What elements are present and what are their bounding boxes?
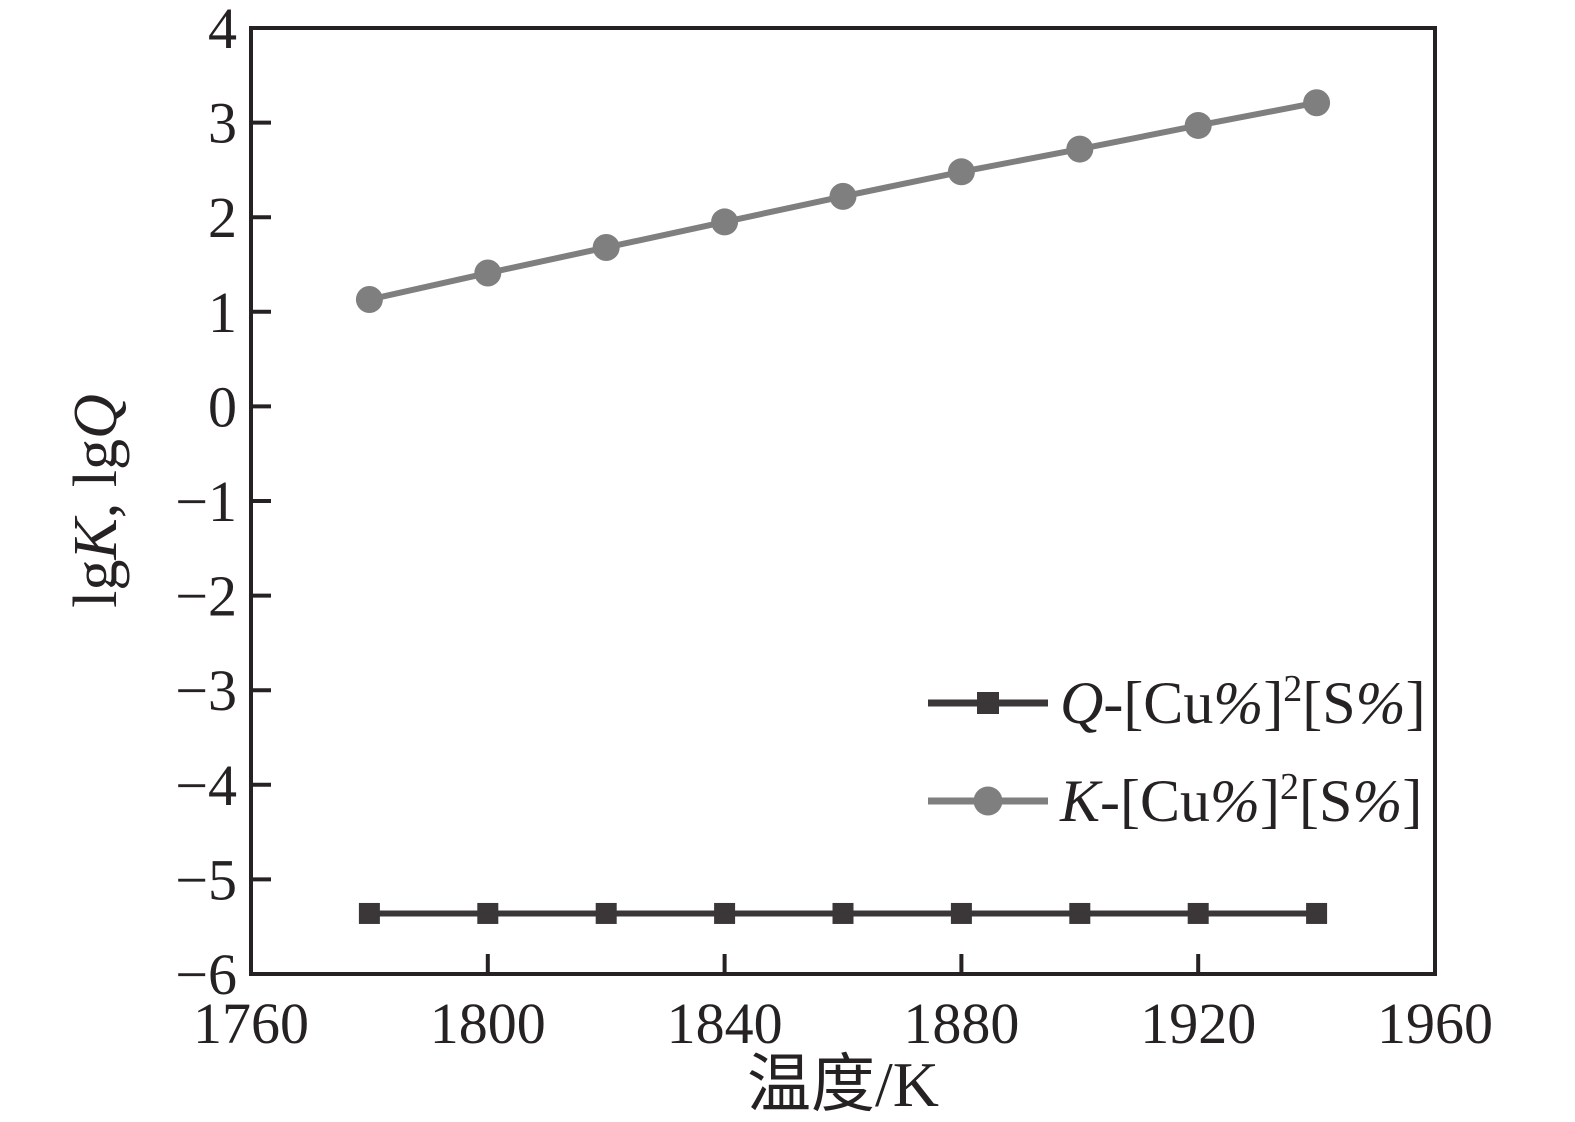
- data-point-square: [1069, 902, 1091, 924]
- y-axis-title: lgK, lgQ: [62, 394, 130, 608]
- data-point-circle: [829, 182, 857, 210]
- data-point-circle: [474, 259, 502, 287]
- x-tick-label: 1800: [430, 991, 546, 1056]
- y-tick-label: 1: [208, 280, 237, 345]
- x-tick-label: 1880: [903, 991, 1019, 1056]
- data-point-circle: [1184, 111, 1212, 139]
- x-tick-label: 1920: [1140, 991, 1256, 1056]
- y-tick-label: −2: [175, 564, 237, 629]
- data-point-circle: [711, 208, 739, 236]
- legend-label: K-[Cu%]2[S%]: [1059, 766, 1422, 834]
- y-tick-label: −3: [175, 658, 237, 723]
- data-point-circle: [1303, 89, 1331, 117]
- y-tick-label: −1: [175, 469, 237, 534]
- data-point-square: [1306, 902, 1328, 924]
- y-tick-label: 3: [208, 91, 237, 156]
- y-tick-label: 2: [208, 185, 237, 250]
- x-tick-label: 1840: [667, 991, 783, 1056]
- legend-marker-circle: [973, 786, 1003, 816]
- data-point-circle: [355, 286, 383, 314]
- x-axis-title: 温度/K: [747, 1049, 939, 1120]
- data-point-square: [832, 902, 854, 924]
- x-tick-label: 1960: [1377, 991, 1493, 1056]
- data-point-square: [595, 902, 617, 924]
- data-point-circle: [1066, 135, 1094, 163]
- x-tick-label: 1760: [193, 991, 309, 1056]
- y-tick-label: −5: [175, 847, 237, 912]
- legend-label: Q-[Cu%]2[S%]: [1060, 668, 1426, 736]
- y-tick-label: 0: [208, 374, 237, 439]
- data-point-circle: [592, 233, 620, 261]
- data-point-square: [358, 902, 380, 924]
- data-point-square: [477, 902, 499, 924]
- legend-marker-square: [977, 692, 999, 714]
- data-point-square: [950, 902, 972, 924]
- y-tick-label: −6: [175, 942, 237, 1007]
- data-point-square: [1187, 902, 1209, 924]
- y-tick-label: 4: [208, 0, 237, 61]
- data-point-square: [714, 902, 736, 924]
- data-point-circle: [947, 158, 975, 186]
- y-tick-label: −4: [175, 753, 237, 818]
